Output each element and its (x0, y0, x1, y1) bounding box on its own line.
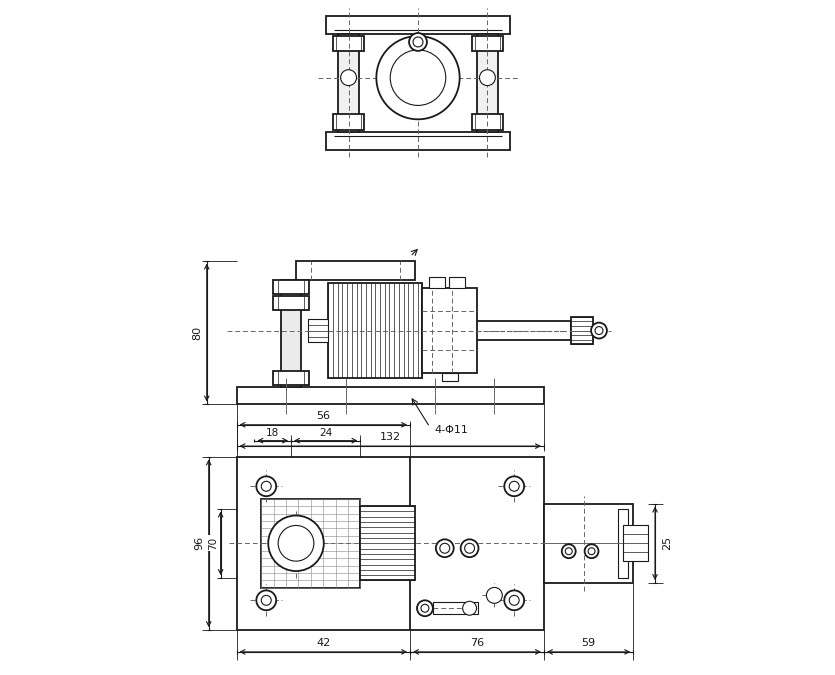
Circle shape (417, 600, 433, 616)
Circle shape (413, 37, 423, 47)
Bar (261, 499, 361, 588)
Circle shape (440, 543, 450, 553)
Bar (449, 277, 465, 288)
Circle shape (509, 595, 519, 605)
Circle shape (261, 481, 271, 491)
Circle shape (464, 543, 474, 553)
Text: 76: 76 (470, 638, 484, 648)
Bar (433, 602, 478, 614)
Circle shape (463, 601, 477, 615)
Text: 4-Φ11: 4-Φ11 (435, 425, 468, 435)
Bar (273, 296, 309, 310)
Bar (408, 50, 428, 70)
Bar (477, 34, 498, 132)
Bar (544, 504, 633, 583)
Bar (443, 373, 458, 381)
Text: 132: 132 (380, 432, 401, 442)
Bar (423, 288, 477, 373)
Bar (236, 456, 544, 630)
Circle shape (436, 539, 453, 557)
Text: 70: 70 (208, 537, 218, 550)
Bar (472, 36, 504, 51)
Bar (619, 508, 628, 578)
Text: 18: 18 (266, 428, 280, 437)
Circle shape (341, 70, 357, 86)
Bar (326, 132, 509, 150)
Bar (328, 284, 423, 378)
Text: 42: 42 (316, 638, 331, 648)
Circle shape (256, 591, 276, 610)
Bar (273, 371, 309, 385)
Circle shape (461, 539, 478, 557)
Circle shape (278, 525, 314, 561)
Circle shape (504, 477, 524, 496)
Bar (326, 16, 509, 34)
Bar (429, 277, 445, 288)
Text: 96: 96 (194, 536, 204, 550)
Bar (361, 506, 415, 580)
Bar (296, 261, 415, 281)
Text: 80: 80 (192, 325, 202, 340)
Circle shape (261, 595, 271, 605)
Circle shape (565, 547, 572, 555)
Circle shape (487, 587, 503, 603)
Bar (332, 114, 364, 130)
Bar (332, 36, 364, 51)
Bar (273, 281, 309, 294)
Bar (623, 525, 648, 561)
Bar (337, 34, 360, 132)
Circle shape (595, 327, 603, 335)
Text: 56: 56 (316, 411, 331, 421)
Circle shape (268, 516, 324, 571)
Circle shape (591, 323, 607, 338)
Circle shape (509, 481, 519, 491)
Circle shape (421, 604, 429, 612)
Text: 24: 24 (319, 428, 332, 437)
Circle shape (504, 591, 524, 610)
Text: 25: 25 (662, 536, 672, 550)
Circle shape (256, 477, 276, 496)
Bar (472, 114, 504, 130)
Bar (281, 281, 301, 387)
Circle shape (390, 50, 446, 105)
Circle shape (377, 36, 459, 119)
Bar (308, 319, 328, 342)
Circle shape (562, 544, 575, 558)
Text: 59: 59 (581, 638, 595, 648)
Bar (236, 387, 544, 404)
Circle shape (479, 70, 495, 86)
Bar (571, 317, 593, 344)
Circle shape (409, 33, 427, 51)
Circle shape (584, 544, 599, 558)
Circle shape (588, 547, 595, 555)
